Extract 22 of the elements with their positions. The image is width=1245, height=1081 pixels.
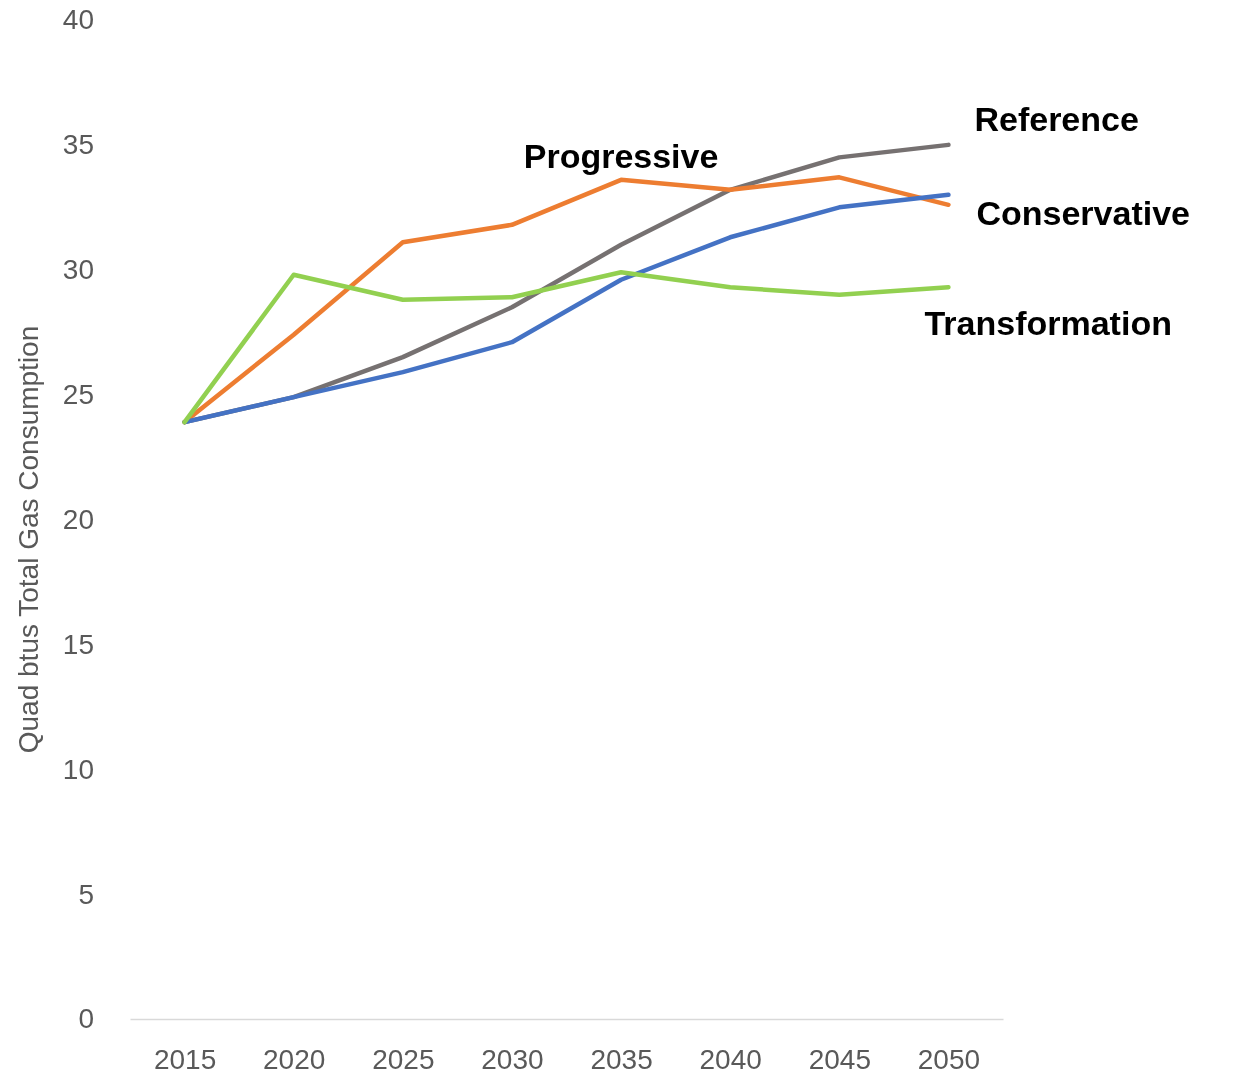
- y-tick-label: 35: [62, 129, 94, 161]
- x-tick-label: 2030: [481, 1043, 544, 1075]
- series-label: Progressive: [523, 136, 719, 175]
- y-tick-label: 20: [62, 503, 94, 535]
- y-tick-label: 30: [62, 254, 94, 286]
- y-tick-label: 5: [78, 878, 94, 910]
- y-tick-label: 10: [62, 753, 94, 785]
- y-axis-title: Quad btus Total Gas Consumption: [13, 325, 44, 754]
- x-tick-label: 2025: [372, 1043, 435, 1075]
- x-tick-label: 2045: [808, 1043, 871, 1075]
- series-label: Transformation: [924, 304, 1172, 343]
- y-tick-label: 15: [62, 628, 94, 660]
- x-tick-label: 2035: [590, 1043, 653, 1075]
- x-tick-label: 2020: [263, 1043, 326, 1075]
- x-tick-label: 2015: [153, 1043, 217, 1075]
- series-label: Reference: [974, 99, 1139, 138]
- y-tick-label: 25: [62, 379, 94, 411]
- y-tick-label: 0: [78, 1003, 94, 1035]
- series-label: Conservative: [976, 193, 1190, 232]
- x-tick-label: 2050: [917, 1043, 981, 1075]
- y-tick-label: 40: [62, 4, 94, 36]
- x-tick-label: 2040: [699, 1043, 762, 1075]
